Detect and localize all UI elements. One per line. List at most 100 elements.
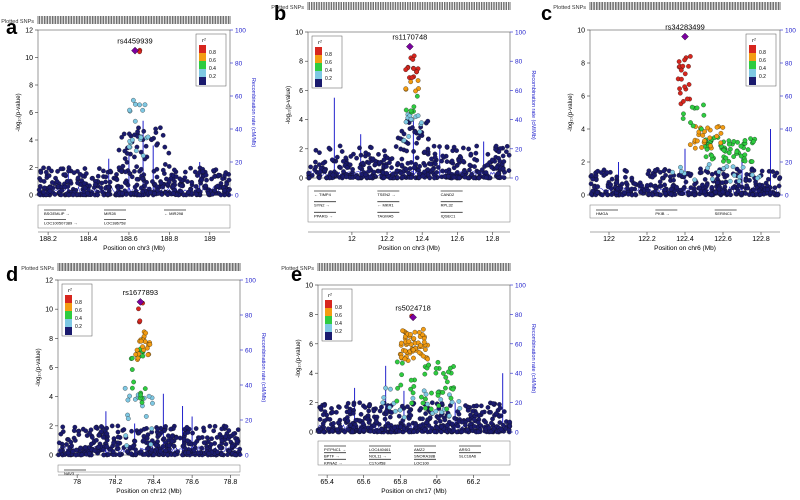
x-axis-label: Position on chr17 (Mb) bbox=[381, 488, 446, 495]
snp-point bbox=[700, 133, 706, 138]
snp-point bbox=[155, 426, 161, 432]
snp-point bbox=[170, 184, 176, 189]
snp-point bbox=[406, 170, 412, 176]
snp-point bbox=[116, 147, 122, 153]
snp-point bbox=[678, 164, 683, 170]
snp-point bbox=[413, 422, 419, 428]
snp-point bbox=[366, 408, 372, 414]
snp-point bbox=[738, 143, 744, 149]
snp-point bbox=[455, 170, 460, 175]
y-axis-label: -log₁₀(p-value) bbox=[16, 93, 22, 131]
snp-point bbox=[383, 385, 388, 391]
snp-point bbox=[396, 413, 402, 419]
snp-point bbox=[670, 169, 675, 175]
snp-point bbox=[354, 155, 359, 161]
snp-point bbox=[679, 191, 685, 196]
snp-point bbox=[72, 438, 78, 443]
snp-point bbox=[216, 172, 221, 178]
snp-point bbox=[140, 353, 146, 359]
snp-point bbox=[181, 192, 187, 198]
y2-tick-label: 80 bbox=[245, 313, 253, 320]
snp-point bbox=[100, 447, 106, 453]
snp-point bbox=[123, 433, 129, 439]
snp-point bbox=[420, 400, 426, 406]
snp-point bbox=[392, 425, 397, 430]
legend-level: 0.8 bbox=[335, 305, 342, 311]
snp-point bbox=[411, 165, 417, 170]
snp-point bbox=[130, 385, 135, 391]
snp-point bbox=[595, 184, 601, 189]
snp-point bbox=[212, 174, 217, 179]
snp-point bbox=[384, 408, 389, 414]
legend-level: 0.4 bbox=[759, 66, 766, 72]
snp-point bbox=[325, 426, 331, 432]
snp-point bbox=[169, 433, 175, 439]
x-tick-label: 78.8 bbox=[224, 479, 238, 486]
x-tick-label: 78.2 bbox=[109, 479, 123, 486]
snp-point bbox=[720, 125, 726, 130]
snp-point bbox=[193, 426, 199, 431]
snp-point bbox=[345, 418, 351, 424]
x-tick-label: 66.2 bbox=[467, 479, 481, 486]
snp-point bbox=[459, 429, 465, 435]
snp-point bbox=[730, 164, 736, 170]
snp-point bbox=[490, 401, 496, 406]
snp-point bbox=[103, 174, 109, 180]
snp-point bbox=[177, 176, 183, 182]
snp-point bbox=[132, 168, 137, 174]
snp-point bbox=[322, 168, 328, 173]
snp-point bbox=[104, 437, 110, 443]
snp-point bbox=[469, 171, 475, 177]
snp-point bbox=[718, 140, 724, 146]
snp-point bbox=[594, 190, 600, 195]
snp-point bbox=[136, 430, 142, 436]
snp-point bbox=[36, 187, 42, 193]
y-tick-label: 4 bbox=[49, 394, 53, 401]
legend-swatch bbox=[65, 327, 72, 335]
snp-point bbox=[660, 175, 665, 181]
x-tick-label: 188.6 bbox=[120, 236, 138, 243]
snp-point bbox=[434, 170, 440, 175]
x-tick-label: 189 bbox=[204, 236, 216, 243]
legend-title: r² bbox=[68, 288, 72, 294]
snp-point bbox=[456, 158, 462, 163]
snp-point bbox=[406, 134, 412, 139]
x-tick-label: 188.4 bbox=[80, 236, 98, 243]
x-axis: 65.4 65.6 65.8 66 66.2 Position on chr17 (Mb) bbox=[318, 474, 510, 495]
snp-point bbox=[668, 191, 674, 197]
snp-point bbox=[132, 184, 138, 190]
gene-track-frame bbox=[589, 204, 781, 219]
snp-point bbox=[184, 424, 190, 430]
snp-point bbox=[234, 438, 240, 444]
snp-point bbox=[99, 429, 104, 434]
snp-point bbox=[501, 409, 507, 414]
snp-point bbox=[619, 181, 625, 187]
legend-level: 0.2 bbox=[75, 324, 82, 330]
snp-point bbox=[742, 138, 748, 143]
snp-point bbox=[483, 170, 489, 175]
snp-point bbox=[768, 189, 773, 195]
snp-point bbox=[433, 420, 439, 425]
snp-point bbox=[193, 184, 199, 189]
snp-point bbox=[153, 442, 159, 448]
snp-point bbox=[148, 190, 153, 195]
snp-point bbox=[438, 429, 444, 435]
snp-point bbox=[160, 184, 166, 190]
snp-point bbox=[708, 143, 713, 149]
y-axis-right: 0 20 40 60 80 100 Recombination rate (cM/Mb) bbox=[240, 278, 266, 460]
snp-point bbox=[425, 118, 431, 124]
snp-point bbox=[92, 448, 98, 454]
snp-point bbox=[316, 175, 322, 181]
snp-point bbox=[376, 168, 381, 174]
snp-point bbox=[401, 414, 407, 420]
snp-point bbox=[177, 435, 183, 441]
legend-level: 0.2 bbox=[325, 76, 332, 82]
snp-point bbox=[144, 435, 150, 441]
snp-point bbox=[83, 428, 89, 434]
snp-point bbox=[212, 188, 218, 193]
snp-point bbox=[153, 126, 158, 132]
gene-track: PITPNC1 → BPTF →KPNA2 → LOC440461 NOL11 →C1… bbox=[317, 440, 511, 465]
y2-tick-label: 100 bbox=[235, 28, 246, 35]
y2-tick-label: 0 bbox=[235, 193, 239, 200]
y-axis-label: -log₁₀(p-value) bbox=[568, 93, 574, 131]
